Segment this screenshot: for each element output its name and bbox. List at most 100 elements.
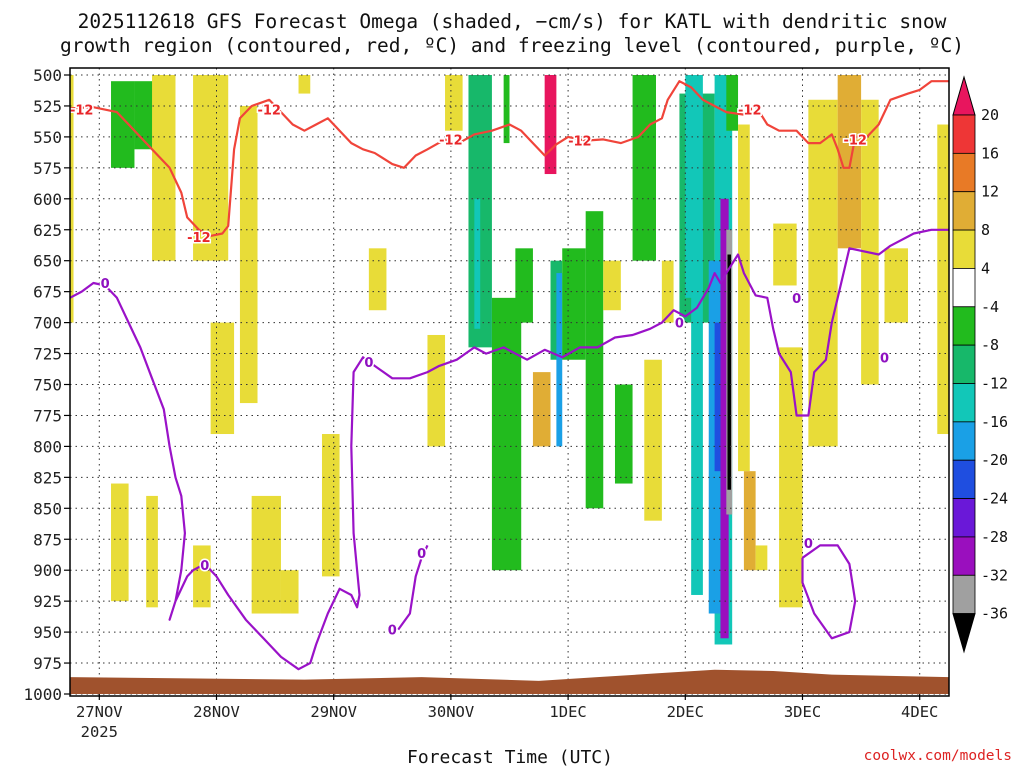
omega-shade-cell-20	[503, 75, 510, 144]
omega-shade-cell-35	[691, 223, 703, 595]
colorbar-segment-12	[952, 536, 976, 576]
omega-shade-cell-49	[884, 248, 908, 323]
colorbar-segment-11	[952, 498, 976, 538]
freezing-contour-label-4: 0	[792, 292, 801, 307]
omega-shade-cell-52	[727, 254, 732, 490]
freezing-contour-label-6: 0	[804, 537, 813, 552]
dgz-contour-label-3: -12	[439, 133, 463, 148]
dgz-contour-label-2: -12	[257, 104, 281, 119]
y-tick-label-725: 725	[33, 345, 62, 364]
freezing-level-contour-isolated-0	[397, 544, 429, 631]
omega-shade-cell-8	[146, 495, 158, 608]
omega-shade-cell-23	[532, 372, 551, 447]
omega-shade-cell-26	[562, 248, 586, 360]
x-tick-label-4: 1DEC	[549, 703, 586, 721]
y-tick-label-650: 650	[33, 252, 62, 271]
colorbar-label-10: -24	[981, 490, 1008, 508]
y-tick-label-575: 575	[33, 159, 62, 178]
omega-shade-cell-10	[251, 495, 281, 614]
x-tick-label-6: 3DEC	[784, 703, 821, 721]
x-tick-label-1: 28NOV	[193, 703, 240, 721]
omega-shade-cell-7	[111, 483, 129, 602]
colorbar-label-5: -4	[981, 298, 999, 316]
y-tick-label-600: 600	[33, 190, 62, 209]
terrain-surface	[70, 669, 949, 694]
omega-shade-cell-39	[720, 198, 729, 639]
y-tick-label-1000: 1000	[23, 685, 62, 704]
freezing-contour-label-1: 0	[200, 559, 209, 574]
omega-shade-cell-44	[773, 223, 797, 286]
colorbar-label-8: -16	[981, 413, 1008, 431]
colorbar-label-6: -8	[981, 336, 999, 354]
colorbar-label-4: 4	[981, 259, 990, 277]
y-tick-label-875: 875	[33, 530, 62, 549]
colorbar-segment-8	[952, 383, 976, 423]
colorbar-label-7: -12	[981, 375, 1008, 393]
colorbar-label-9: -20	[981, 451, 1008, 469]
colorbar-segment-4	[952, 229, 976, 269]
omega-shade-cell-15	[427, 334, 446, 447]
omega-shade-cell-31	[644, 359, 662, 521]
colorbar-label-13: -36	[981, 605, 1008, 623]
y-tick-label-900: 900	[33, 561, 62, 580]
y-tick-label-500: 500	[33, 66, 62, 85]
omega-shade-cell-47	[837, 75, 862, 249]
freezing-contour-label-0: 0	[101, 277, 110, 292]
colorbar-label-11: -28	[981, 528, 1008, 546]
omega-shading-layer	[70, 75, 949, 645]
plot-area: -12 -12 -12 -12 -12 -12 -12 0 0 0 0 0 0 0 0 0	[68, 67, 950, 697]
colorbar-segment-10	[952, 459, 976, 499]
omega-shade-cell-38	[714, 322, 721, 472]
omega-shade-cell-41	[738, 124, 750, 472]
colorbar-segment-5	[952, 268, 976, 308]
freezing-contour-label-7: 0	[417, 547, 426, 562]
freezing-level-contour-line	[69, 228, 949, 671]
x-tick-label-5: 2DEC	[667, 703, 704, 721]
colorbar-label-2: 12	[981, 183, 999, 201]
omega-shade-cell-9	[193, 545, 211, 608]
y-tick-label-750: 750	[33, 376, 62, 395]
colorbar-segment-13	[952, 574, 976, 615]
x-tick-label-7: 4DEC	[901, 703, 938, 721]
y-axis: 500 525 550 575 600 625 650 675 700 725 750 775 800 8…	[23, 66, 70, 704]
omega-shade-cell-21	[515, 248, 533, 323]
omega-shade-cell-13	[321, 434, 340, 577]
x-axis-label: Forecast Time (UTC)	[407, 747, 613, 768]
omega-shade-cell-40	[726, 75, 739, 131]
y-tick-label-950: 950	[33, 623, 62, 642]
colorbar-top-arrow	[952, 75, 976, 116]
omega-shade-cell-12	[298, 75, 311, 94]
omega-shade-cell-1	[111, 81, 135, 168]
y-tick-label-675: 675	[33, 283, 62, 302]
terrain-layer	[70, 669, 949, 694]
omega-shade-cell-16	[445, 75, 463, 131]
dgz-contour-line	[69, 80, 949, 237]
omega-shade-cell-29	[614, 384, 633, 484]
chart-title-line-1: 2025112618 GFS Forecast Omega (shaded, −…	[78, 10, 947, 33]
freezing-contour-label-2: 0	[364, 356, 373, 371]
plot-frame	[69, 67, 950, 697]
colorbar-bottom-arrow	[952, 613, 976, 654]
y-tick-label-525: 525	[33, 97, 62, 116]
contour-layer: -12 -12 -12 -12 -12 -12 -12 0 0 0 0 0 0 0 0 0	[68, 80, 949, 671]
colorbar: 20 16 12 8 4 -4 -8 -12 -16 -20 -24 -28 -32 -36	[952, 75, 1008, 654]
omega-shade-cell-30	[632, 75, 656, 261]
dgz-contour-label-1: -12	[187, 231, 211, 246]
omega-shade-cell-0	[70, 75, 74, 323]
omega-shade-cell-43	[755, 545, 768, 571]
freezing-contour-label-3: 0	[675, 317, 684, 332]
freezing-contour-label-5: 0	[880, 351, 889, 366]
omega-shade-cell-25	[556, 273, 563, 447]
colorbar-label-12: -32	[981, 566, 1008, 584]
y-tick-label-925: 925	[33, 592, 62, 611]
omega-shade-cell-6	[239, 105, 258, 404]
omega-shade-cell-32	[661, 260, 674, 323]
x-tick-year-label: 2025	[81, 723, 118, 741]
dgz-contour-label-5: -12	[738, 104, 762, 119]
omega-shade-cell-46	[808, 99, 838, 447]
colorbar-label-1: 16	[981, 144, 999, 162]
credit-text: coolwx.com/models	[864, 748, 1012, 764]
colorbar-segment-1	[952, 114, 976, 154]
omega-shade-cell-14	[368, 248, 387, 311]
